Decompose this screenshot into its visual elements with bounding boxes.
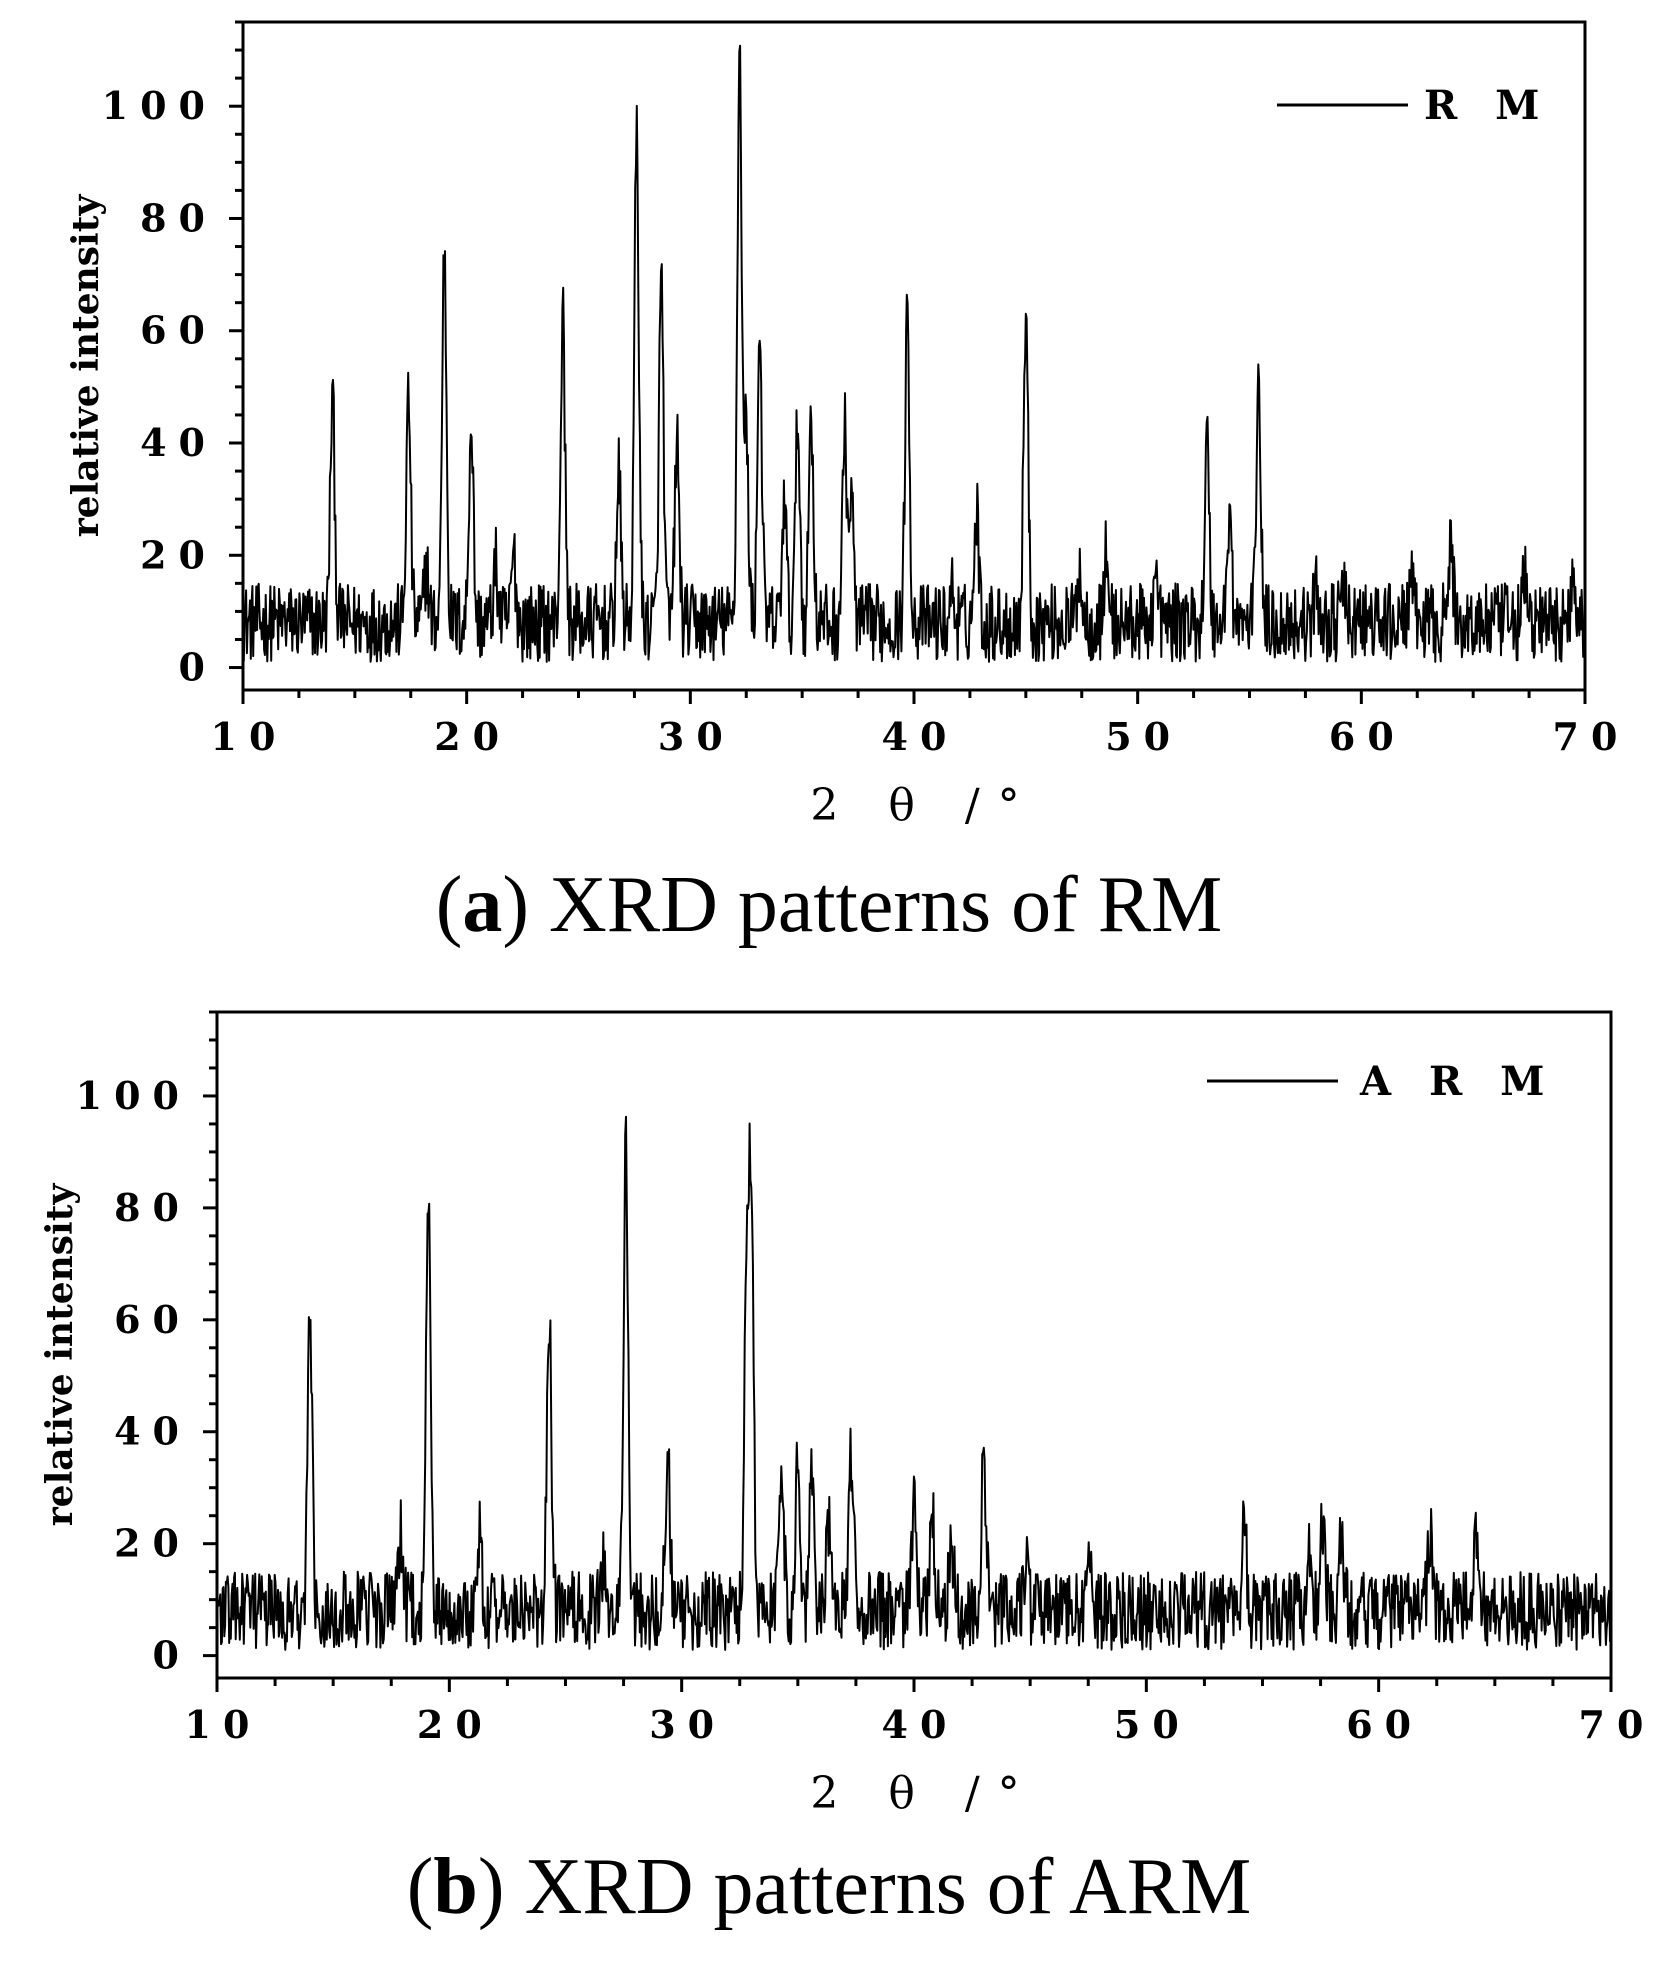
x-tick-label: 40 — [882, 1702, 959, 1747]
y-tick-label: 100 — [102, 83, 217, 128]
y-tick-label: 60 — [114, 1297, 191, 1342]
x-tick-label: 70 — [1579, 1702, 1656, 1747]
x-tick-label: 50 — [1114, 1702, 1191, 1747]
x-tick-label: 10 — [211, 714, 288, 759]
series-line — [242, 44, 1586, 663]
series-line — [216, 1115, 1612, 1651]
y-axis-title: relative intensity — [39, 1183, 81, 1527]
legend-label: R M — [1424, 82, 1551, 129]
x-tick-label: 70 — [1553, 714, 1630, 759]
x-tick-label: 20 — [417, 1702, 494, 1747]
y-tick-label: 0 — [153, 1633, 191, 1678]
caption-b-text: XRD patterns of ARM — [524, 1843, 1252, 1931]
x-tick-label: 20 — [434, 714, 511, 759]
caption-a-text: XRD patterns of RM — [549, 861, 1223, 949]
y-tick-label: 40 — [114, 1409, 191, 1454]
caption-b: (b) XRD patterns of ARM — [406, 1843, 1252, 1931]
y-tick-label: 60 — [140, 308, 217, 353]
panel-b: 10 20 30 40 50 60 70 0 20 40 60 80 100 2 θ /° relative… — [0, 984, 1658, 1968]
x-axis-title: 2 θ /° — [810, 780, 1037, 831]
y-tick-label: 80 — [114, 1185, 191, 1230]
x-tick-label: 50 — [1105, 714, 1182, 759]
legend-label: A R M — [1359, 1058, 1556, 1105]
y-tick-label: 0 — [179, 645, 217, 690]
y-tick-label: 100 — [76, 1073, 191, 1118]
chart-a: 10 20 30 40 50 60 70 0 20 40 60 80 100 2 θ /° relative… — [65, 20, 1630, 831]
x-tick-label: 10 — [185, 1702, 262, 1747]
caption-a: (a) XRD patterns of RM — [435, 861, 1223, 949]
panel-a: 10 20 30 40 50 60 70 0 20 40 60 80 100 2 θ /° relative… — [65, 20, 1630, 949]
x-tick-label: 30 — [658, 714, 735, 759]
x-tick-label: 30 — [649, 1702, 726, 1747]
chart-b: 10 20 30 40 50 60 70 0 20 40 60 80 100 2 θ /° relative… — [39, 1010, 1656, 1819]
y-tick-label: 40 — [140, 420, 217, 465]
x-tick-label: 60 — [1329, 714, 1406, 759]
caption-b-letter: b — [433, 1843, 478, 1931]
y-axis-title: relative intensity — [65, 194, 107, 538]
x-tick-label: 40 — [882, 714, 959, 759]
y-tick-label: 20 — [114, 1521, 191, 1566]
x-axis-title: 2 θ /° — [810, 1768, 1037, 1819]
plot-frame — [241, 20, 1587, 692]
x-tick-label: 60 — [1346, 1702, 1423, 1747]
y-tick-label: 20 — [140, 532, 217, 577]
y-tick-label: 80 — [140, 195, 217, 240]
caption-a-letter: a — [462, 861, 503, 949]
